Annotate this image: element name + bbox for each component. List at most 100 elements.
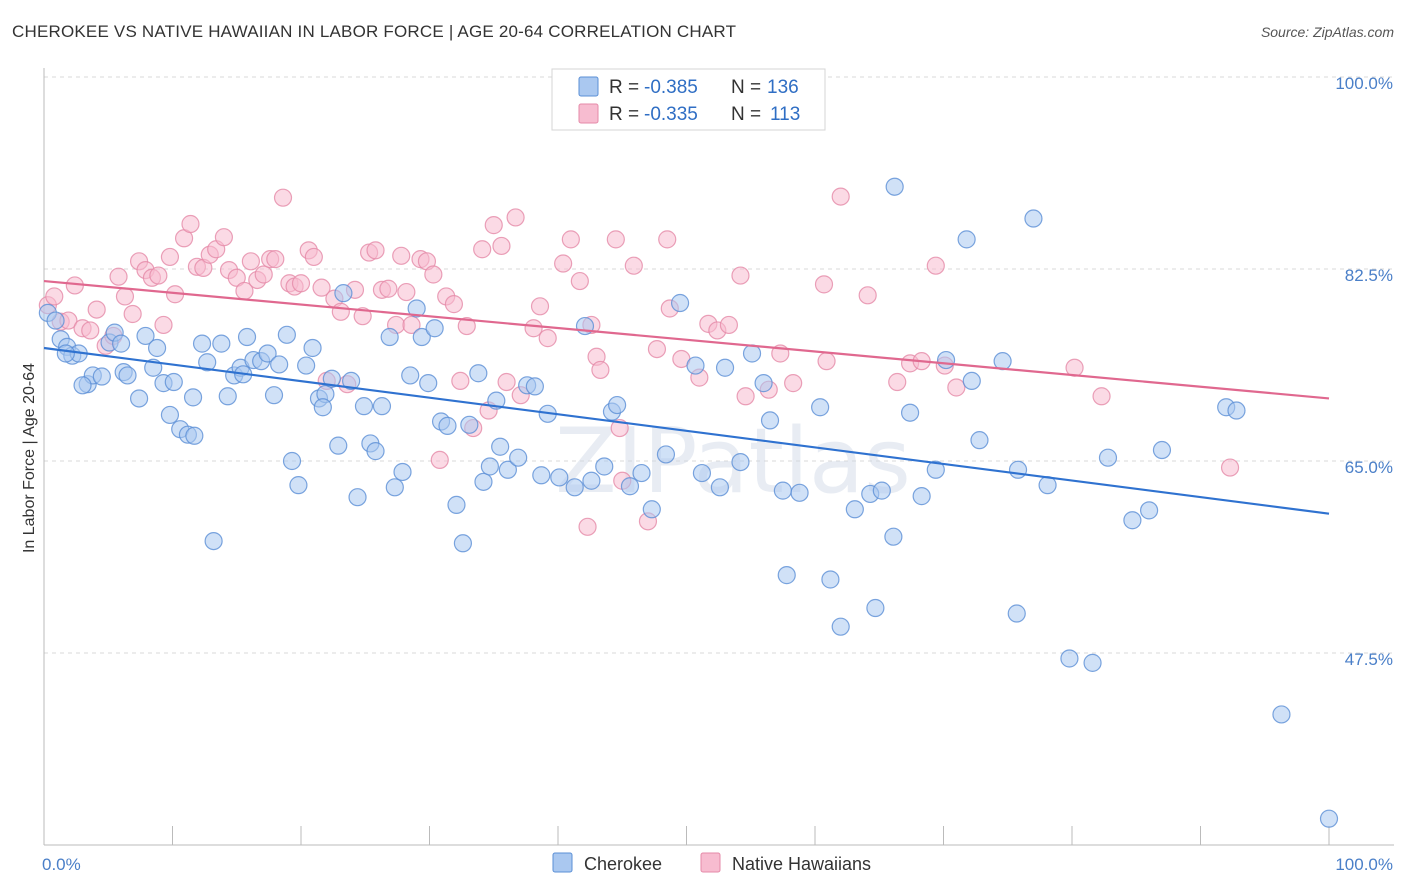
cherokee-point-12: [118, 366, 137, 385]
cherokee-point-22: [185, 426, 204, 445]
hawaiian-point-62: [451, 371, 470, 391]
source-label: Source: ZipAtlas.com: [1260, 24, 1394, 40]
hawaiian-point-18: [160, 247, 180, 267]
hawaiian-point-16: [149, 266, 168, 285]
cherokee-point-82: [608, 395, 627, 415]
cherokee-point-18: [160, 405, 180, 425]
cherokee-point-127: [1227, 401, 1246, 420]
hawaiian-point-109: [947, 378, 966, 397]
cherokee-point-51: [372, 397, 392, 416]
cherokee-point-88: [686, 356, 705, 375]
hawaiian-point-95: [731, 266, 750, 285]
hawaiian-point-68: [492, 236, 511, 256]
cherokee-point-34: [264, 386, 284, 405]
cherokee-point-89: [692, 463, 712, 483]
y-tick-label-0: 47.5%: [1345, 650, 1393, 669]
hawaiian-point-85: [624, 256, 643, 275]
hawaiian-point-47: [353, 307, 372, 326]
cherokee-point-77: [565, 478, 584, 497]
cherokee-point-124: [1139, 501, 1159, 520]
trend-lines: [43, 279, 1330, 515]
chart-title: CHEROKEE VS NATIVE HAWAIIAN IN LABOR FOR…: [12, 22, 737, 41]
trendline-native-hawaiians: [43, 279, 1330, 400]
cherokee-point-98: [790, 483, 809, 502]
y-tick-label-1: 65.0%: [1345, 458, 1393, 477]
cherokee-point-57: [412, 327, 431, 347]
legend-n-value-1: 136: [767, 77, 799, 98]
hawaiian-point-41: [312, 278, 331, 297]
hawaiian-point-51: [379, 279, 398, 298]
legend-n-label-2: N =: [731, 104, 761, 125]
cherokee-point-94: [754, 374, 773, 393]
cherokee-point-110: [926, 460, 945, 479]
cherokee-point-25: [204, 531, 223, 551]
legend-n-value-2: 113: [770, 104, 800, 125]
cherokee-point-24: [198, 353, 217, 372]
cherokee-point-108: [900, 403, 920, 422]
cherokee-point-23: [192, 334, 212, 353]
x-tick-labels: 0.0% 100.0%: [42, 855, 1393, 874]
hawaiian-point-7: [87, 300, 106, 319]
legend-item-cherokee: Cherokee: [584, 854, 662, 874]
cherokee-point-104: [866, 598, 885, 618]
cherokee-point-62: [447, 495, 466, 514]
cherokee-point-106: [884, 527, 903, 546]
cherokee-point-66: [474, 472, 493, 491]
legend-swatch-hawaiian-bottom: [700, 852, 721, 873]
hawaiian-point-94: [719, 315, 739, 335]
hawaiian-point-34: [266, 250, 285, 269]
cherokee-point-35: [270, 355, 289, 374]
legend-n-label-1: N =: [731, 77, 761, 98]
hawaiian-point-87: [647, 339, 667, 359]
cherokee-point-112: [957, 230, 976, 249]
cherokee-point-52: [380, 327, 399, 347]
cherokee-point-63: [453, 534, 473, 553]
legend-r-label-2: R =: [609, 104, 639, 125]
x-tick-label-0: 0.0%: [42, 855, 81, 874]
hawaiian-point-38: [291, 274, 311, 293]
cherokee-point-101: [831, 617, 850, 636]
hawaiian-point-103: [858, 286, 877, 305]
hawaiian-point-70: [506, 208, 525, 227]
series-cherokee-points: [38, 177, 1339, 828]
hawaiian-point-107: [926, 256, 945, 275]
hawaiian-point-81: [591, 360, 610, 380]
cherokee-point-99: [811, 398, 830, 417]
legend-r-label-1: R =: [609, 77, 639, 98]
hawaiian-point-74: [538, 329, 557, 348]
y-tick-labels: 47.5% 65.0% 82.5% 100.0%: [1335, 74, 1393, 669]
cherokee-point-40: [303, 338, 322, 358]
cherokee-point-45: [334, 284, 353, 303]
cherokee-point-96: [773, 481, 792, 500]
legend-r-value-1: -0.385: [644, 77, 698, 98]
cherokee-point-37: [282, 451, 302, 471]
cherokee-point-93: [742, 344, 762, 363]
hawaiian-point-112: [1220, 458, 1240, 477]
hawaiian-point-82: [606, 230, 625, 249]
cherokee-point-80: [595, 457, 614, 476]
cherokee-point-123: [1123, 511, 1142, 530]
hawaiian-point-67: [484, 216, 503, 235]
hawaiian-point-72: [524, 319, 543, 338]
cherokee-point-64: [460, 415, 479, 434]
hawaiian-point-104: [888, 372, 907, 392]
cherokee-point-86: [656, 445, 676, 464]
cherokee-point-121: [1083, 653, 1102, 672]
cherokee-point-109: [912, 487, 931, 506]
cherokee-point-16: [147, 338, 167, 358]
cherokee-point-27: [218, 387, 237, 406]
cherokee-point-26: [212, 334, 231, 353]
cherokee-point-131: [73, 376, 92, 395]
cherokee-point-95: [760, 411, 780, 430]
cherokee-point-74: [532, 466, 551, 485]
cherokee-point-92: [731, 452, 750, 472]
hawaiian-point-58: [424, 265, 443, 284]
cherokee-point-48: [354, 397, 374, 416]
cherokee-point-69: [491, 437, 510, 456]
cherokee-point-87: [670, 293, 690, 313]
hawaiian-point-40: [304, 247, 323, 267]
hawaiian-point-44: [331, 302, 350, 321]
cherokee-point-102: [845, 500, 864, 519]
hawaiian-point-102: [831, 187, 850, 206]
cherokee-point-117: [1008, 460, 1028, 479]
